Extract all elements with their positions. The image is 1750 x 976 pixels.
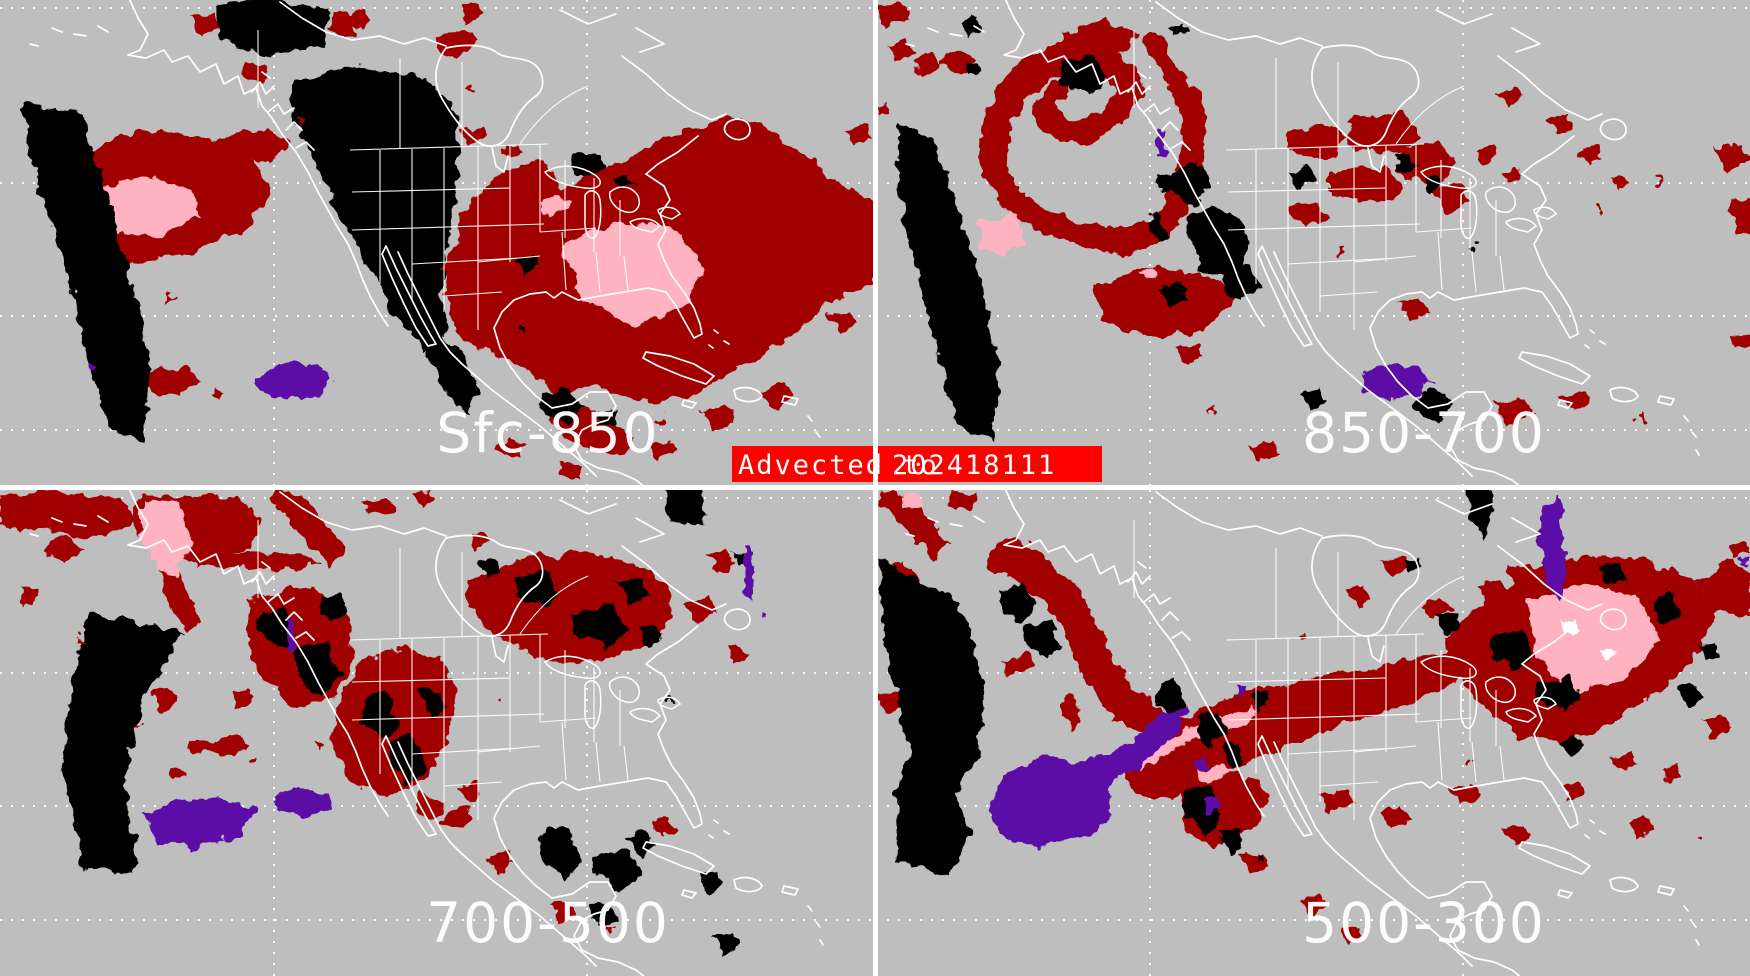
speckles [1207,177,1663,423]
panel-500-300: 500-300 [878,490,1750,976]
panel-label-500-300: 500-300 [1302,891,1546,955]
panel-700-500: 700-500 [0,490,873,976]
data-blobs-500-300 [878,490,1750,946]
panel-divider-horizontal [0,485,1750,490]
banner-timestamp: 202418111 [892,450,1056,481]
speckles [1027,537,1749,863]
banner-advected-text: Advected to [738,450,939,481]
panel-label-sfc-850: Sfc-850 [436,401,659,465]
panel-sfc-850: Sfc-850 [0,0,873,485]
advected-banner: Advected to 202418111 [732,446,1102,482]
speckles [167,87,793,423]
data-blobs-850-700 [878,2,1750,462]
panel-850-700: 850-700 [878,0,1750,485]
speckles [77,637,673,933]
panel-label-850-700: 850-700 [1302,401,1546,465]
data-blobs-sfc-850 [24,0,873,480]
panel-label-700-500: 700-500 [426,891,670,955]
banner-background [732,446,1102,482]
